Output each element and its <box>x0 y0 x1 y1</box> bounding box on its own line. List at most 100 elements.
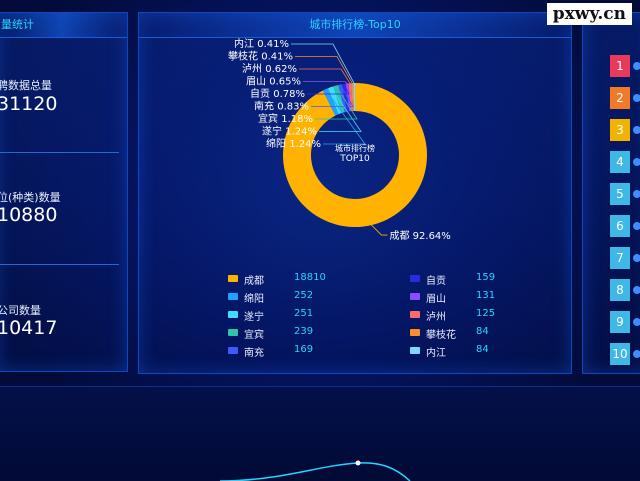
legend-swatch <box>410 275 420 282</box>
rank-number-badge: 6 <box>610 215 630 237</box>
rank-indicator-dot <box>633 318 640 326</box>
donut-chart: 成都 92.64% 绵阳 1.24%遂宁 1.24%宜宾 1.18%南充 0.83… <box>228 37 451 242</box>
rank-number-badge: 2 <box>610 87 630 109</box>
legend-swatch <box>228 275 238 282</box>
legend-item[interactable]: 遂宁 251 <box>228 308 348 323</box>
donut-slice-label: 泸州 0.62% <box>242 63 297 75</box>
donut-leader-line <box>291 43 355 84</box>
legend-city-name: 眉山 <box>426 294 446 305</box>
legend-item[interactable]: 绵阳 252 <box>228 290 348 305</box>
stat-value-job-types: 10880 <box>0 204 58 226</box>
rank-indicator-dot <box>633 286 640 294</box>
legend-city-value: 169 <box>294 344 314 355</box>
legend-item[interactable]: 内江 84 <box>410 344 530 359</box>
donut-leader-line <box>319 87 362 132</box>
rank-indicator-dot <box>633 350 640 358</box>
legend-city-name: 南充 <box>244 348 264 359</box>
legend-swatch <box>228 347 238 354</box>
donut-slice-label: 南充 0.83% <box>254 100 309 113</box>
stats-panel: 量统计 聘数据总量 31120 位(种类)数量 10880 公司数量 10417 <box>0 12 128 372</box>
legend-city-name: 攀枝花 <box>426 330 456 341</box>
legend-city-name: 遂宁 <box>244 312 264 323</box>
stats-panel-title: 量统计 <box>0 13 127 38</box>
trend-point <box>355 460 361 466</box>
legend-item[interactable]: 南充 169 <box>228 344 348 359</box>
donut-slice-label: 内江 0.41% <box>234 37 289 50</box>
legend-city-name: 泸州 <box>426 312 446 323</box>
donut-slice-label: 自贡 0.78% <box>250 87 305 100</box>
rank-number-badge: 10 <box>610 343 630 365</box>
donut-center-subtitle: TOP10 <box>339 154 370 164</box>
legend-city-name: 宜宾 <box>244 330 264 341</box>
legend-city-value: 252 <box>294 290 314 301</box>
rank-number-badge: 5 <box>610 183 630 205</box>
trend-line <box>219 462 411 481</box>
legend-item[interactable]: 自贡 159 <box>410 272 530 287</box>
legend-item[interactable]: 眉山 131 <box>410 290 530 305</box>
legend-city-value: 131 <box>476 290 496 301</box>
rank-number-badge: 3 <box>610 119 630 141</box>
legend-swatch <box>228 293 238 300</box>
city-ranking-panel: 城市排行榜-Top10 成都 92.64% 绵阳 1.24% 遂宁 1.24% 宜宾 … <box>138 12 572 374</box>
legend-swatch <box>410 329 420 336</box>
watermark-logo: pxwy.cn <box>546 3 632 25</box>
stat-divider <box>0 264 119 265</box>
donut-slice-label: 宜宾 1.18% <box>258 112 313 125</box>
stat-value-total-postings: 31120 <box>0 93 58 115</box>
legend-item[interactable]: 泸州 125 <box>410 308 530 323</box>
legend-city-value: 84 <box>476 326 489 337</box>
donut-center-title: 城市排行榜 <box>335 143 375 153</box>
legend-city-name: 绵阳 <box>244 294 264 305</box>
legend-swatch <box>410 293 420 300</box>
rank-indicator-dot <box>633 94 640 102</box>
rank-indicator-dot <box>633 158 640 166</box>
legend-swatch <box>410 347 420 354</box>
legend-city-value: 125 <box>476 308 496 319</box>
trend-line-chart <box>219 460 411 481</box>
donut-leader-line <box>303 81 348 84</box>
legend-city-value: 251 <box>294 308 314 319</box>
donut-leader-line <box>299 68 351 84</box>
rank-number-badge: 4 <box>610 151 630 173</box>
stat-label-companies: 公司数量 <box>0 304 41 317</box>
donut-slice[interactable] <box>351 83 354 112</box>
legend-item[interactable]: 宜宾 239 <box>228 326 348 341</box>
rank-indicator-dot <box>633 254 640 262</box>
stat-label-job-types: 位(种类)数量 <box>0 191 61 204</box>
legend-city-value: 18810 <box>294 272 326 283</box>
donut-leader-line <box>311 84 354 107</box>
donut-leader-line <box>307 83 350 95</box>
donut-slice-label: 眉山 0.65% <box>246 76 301 88</box>
donut-slice-label: 绵阳 1.24% <box>266 137 321 150</box>
donut-slice-label: 遂宁 1.24% <box>262 125 317 138</box>
bottom-chart-area <box>0 386 640 481</box>
legend-swatch <box>228 329 238 336</box>
donut-leader-line <box>295 56 353 84</box>
legend-city-name: 成都 <box>244 276 264 287</box>
rank-number-badge: 9 <box>610 311 630 333</box>
legend-item[interactable]: 攀枝花 84 <box>410 326 530 341</box>
donut-slice[interactable] <box>322 88 339 116</box>
donut-leader-line <box>323 89 366 145</box>
donut-slice[interactable] <box>338 84 348 113</box>
donut-leader-line <box>371 224 388 236</box>
rank-indicator-dot <box>633 126 640 134</box>
rank-number-badge: 1 <box>610 55 630 77</box>
donut-leader-line <box>315 85 358 120</box>
rank-indicator-dot <box>633 222 640 230</box>
legend-item[interactable]: 成都 18810 <box>228 272 348 287</box>
city-ranking-title: 城市排行榜-Top10 <box>139 13 571 38</box>
ranking-panel: 1 2 3 4 5 6 7 8 9 10 <box>582 12 640 374</box>
stat-value-companies: 10417 <box>0 317 58 339</box>
legend-city-value: 239 <box>294 326 314 337</box>
donut-slice-label: 成都 92.64% <box>389 230 450 242</box>
rank-number-badge: 7 <box>610 247 630 269</box>
rank-indicator-dot <box>633 62 640 70</box>
stat-label-total-postings: 聘数据总量 <box>0 79 52 92</box>
donut-slice[interactable] <box>353 83 355 112</box>
legend-swatch <box>228 311 238 318</box>
rank-indicator-dot <box>633 190 640 198</box>
donut-slice-label: 攀枝花 0.41% <box>228 50 293 63</box>
legend-city-value: 159 <box>476 272 496 283</box>
legend-city-name: 内江 <box>426 348 446 359</box>
